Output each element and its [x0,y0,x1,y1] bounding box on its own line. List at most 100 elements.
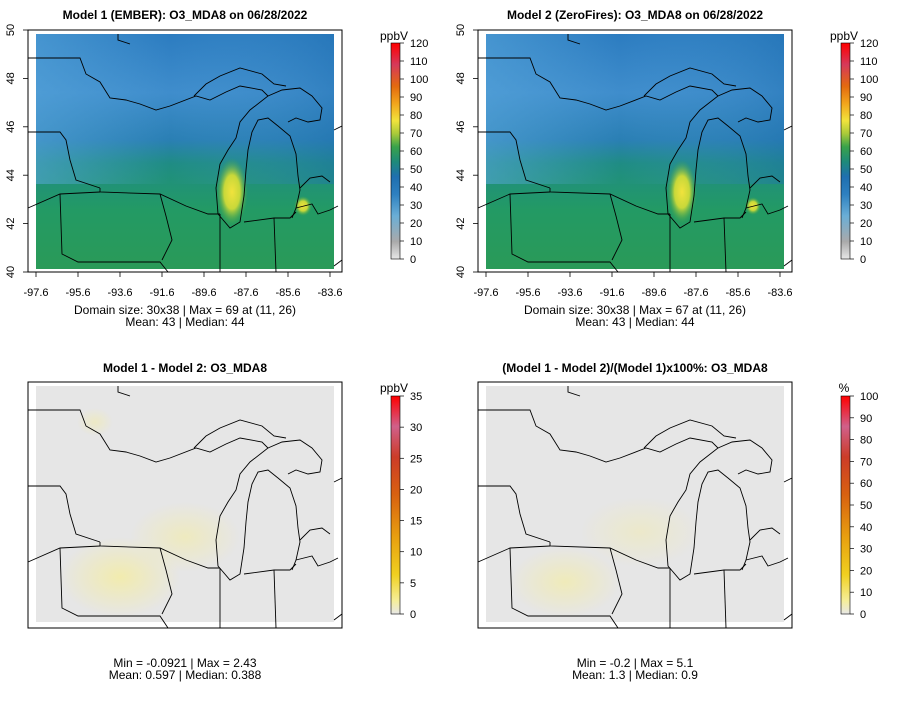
colorbar-unit: ppbV [380,381,408,395]
stats-line-2: Mean: 43 | Median: 44 [125,315,245,329]
colorbar-tick-label: 10 [860,236,872,248]
x-axis: -97.6 -95.6 -93.6 -91.6 -89.6 -87.6 -85.6 -83.6 [23,272,343,299]
y-tick-label: 40 [5,266,17,278]
y-tick-label: 44 [455,169,467,181]
colorbar-tick-label: 30 [860,544,872,556]
y-tick-label: 50 [5,24,17,36]
x-tick-label: -87.6 [683,287,708,299]
x-tick-label: -83.6 [767,287,792,299]
y-tick-label: 48 [455,72,467,84]
colorbar-tick-label: 60 [860,146,872,158]
stats-line-2: Mean: 43 | Median: 44 [575,315,695,329]
colorbar-tick-label: 80 [860,110,872,122]
colorbar-tick-label: 10 [410,236,422,248]
state-boundaries [27,34,343,273]
stats-line-1: Domain size: 30x38 | Max = 67 at (11, 26… [524,303,746,317]
stats-line-1: Domain size: 30x38 | Max = 69 at (11, 26… [74,303,296,317]
colorbar-tick-label: 80 [860,435,872,447]
colorbar-ticks: 0 10 20 30 40 50 60 70 80 90 100 [850,391,878,621]
colorbar-tick-label: 100 [410,74,428,86]
x-tick-label: -83.6 [317,287,342,299]
x-tick-label: -87.6 [233,287,258,299]
state-boundaries [477,386,793,629]
colorbar-tick-label: 0 [860,609,866,621]
x-tick-label: -95.6 [65,287,90,299]
x-tick-label: -97.6 [23,287,48,299]
colorbar-tick-label: 90 [410,92,422,104]
x-tick-label: -89.6 [191,287,216,299]
diff-region-north [77,408,113,436]
stats-line-2: Mean: 0.597 | Median: 0.388 [109,668,262,682]
panel-title: Model 1 (EMBER): O3_MDA8 on 06/28/2022 [63,8,308,22]
panel-title: (Model 1 - Model 2)/(Model 1)x100%: O3_M… [502,361,768,375]
colorbar [840,42,851,260]
panel-model2: Model 2 (ZeroFires): O3_MDA8 on 06/28/20… [455,8,878,329]
map-frame [477,29,793,273]
y-tick-label: 50 [455,24,467,36]
colorbar-tick-label: 60 [860,478,872,490]
colorbar-tick-label: 20 [410,218,422,230]
x-tick-label: -91.6 [599,287,624,299]
colorbar-tick-label: 20 [410,484,422,496]
panel-difference: Model 1 - Model 2: O3_MDA8 0 5 10 15 20 25 [27,361,422,682]
map-frame [27,29,343,273]
y-tick-label: 42 [455,217,467,229]
colorbar-tick-label: 5 [410,578,416,590]
colorbar-tick-label: 90 [860,92,872,104]
diff-region-wisconsin [580,497,700,567]
colorbar-tick-label: 15 [410,516,422,528]
y-axis: 40 42 44 46 48 50 [455,24,478,278]
stats-line-1: Min = -0.2 | Max = 5.1 [577,656,694,670]
colorbar-tick-label: 10 [860,587,872,599]
colorbar-tick-label: 120 [410,38,428,50]
colorbar [840,395,851,615]
colorbar-tick-label: 40 [860,182,872,194]
x-tick-label: -85.6 [275,287,300,299]
state-boundaries [27,386,343,629]
map-frame [477,381,793,629]
colorbar-tick-label: 20 [860,218,872,230]
panel-percent-difference: (Model 1 - Model 2)/(Model 1)x100%: O3_M… [477,361,878,682]
colorbar-tick-label: 50 [860,500,872,512]
colorbar-tick-label: 0 [860,254,866,266]
colorbar-tick-label: 80 [410,110,422,122]
colorbar-tick-label: 70 [860,456,872,468]
x-tick-label: -85.6 [725,287,750,299]
colorbar-ticks: 0 10 20 30 40 50 60 70 80 90 100 110 120 [400,38,428,266]
panel-model1: Model 1 (EMBER): O3_MDA8 on 06/28/2022 4… [5,8,428,329]
colorbar-tick-label: 90 [860,413,872,425]
y-tick-label: 46 [5,121,17,133]
x-axis: -97.6 -95.6 -93.6 -91.6 -89.6 -87.6 -85.6 -83.6 [473,272,793,299]
y-axis: 40 42 44 46 48 50 [5,24,28,278]
colorbar-tick-label: 40 [410,182,422,194]
colorbar-tick-label: 100 [860,391,878,403]
colorbar-ticks: 0 5 10 15 20 25 30 35 [400,391,422,621]
stats-line-1: Min = -0.0921 | Max = 2.43 [113,656,257,670]
colorbar-tick-label: 60 [410,146,422,158]
stats-line-2: Mean: 1.3 | Median: 0.9 [572,668,698,682]
colorbar-unit: ppbV [380,29,408,43]
colorbar-tick-label: 25 [410,453,422,465]
colorbar-ticks: 0 10 20 30 40 50 60 70 80 90 100 110 120 [850,38,878,266]
colorbar-tick-label: 50 [410,164,422,176]
colorbar [390,42,401,260]
state-boundaries [477,34,793,273]
x-tick-label: -93.6 [557,287,582,299]
map-field-shade [486,34,784,184]
colorbar-unit: ppbV [830,29,858,43]
y-tick-label: 46 [455,121,467,133]
colorbar-tick-label: 120 [860,38,878,50]
colorbar-tick-label: 70 [410,128,422,140]
colorbar-tick-label: 20 [860,565,872,577]
colorbar-tick-label: 0 [410,609,416,621]
y-tick-label: 48 [5,72,17,84]
hotspot-lake-michigan [667,160,697,224]
colorbar-unit: % [839,381,850,395]
diff-region-iowa [510,547,620,617]
y-tick-label: 44 [5,169,17,181]
y-tick-label: 42 [5,217,17,229]
colorbar-tick-label: 100 [860,74,878,86]
colorbar-tick-label: 110 [410,56,428,68]
colorbar-tick-label: 35 [410,391,422,403]
